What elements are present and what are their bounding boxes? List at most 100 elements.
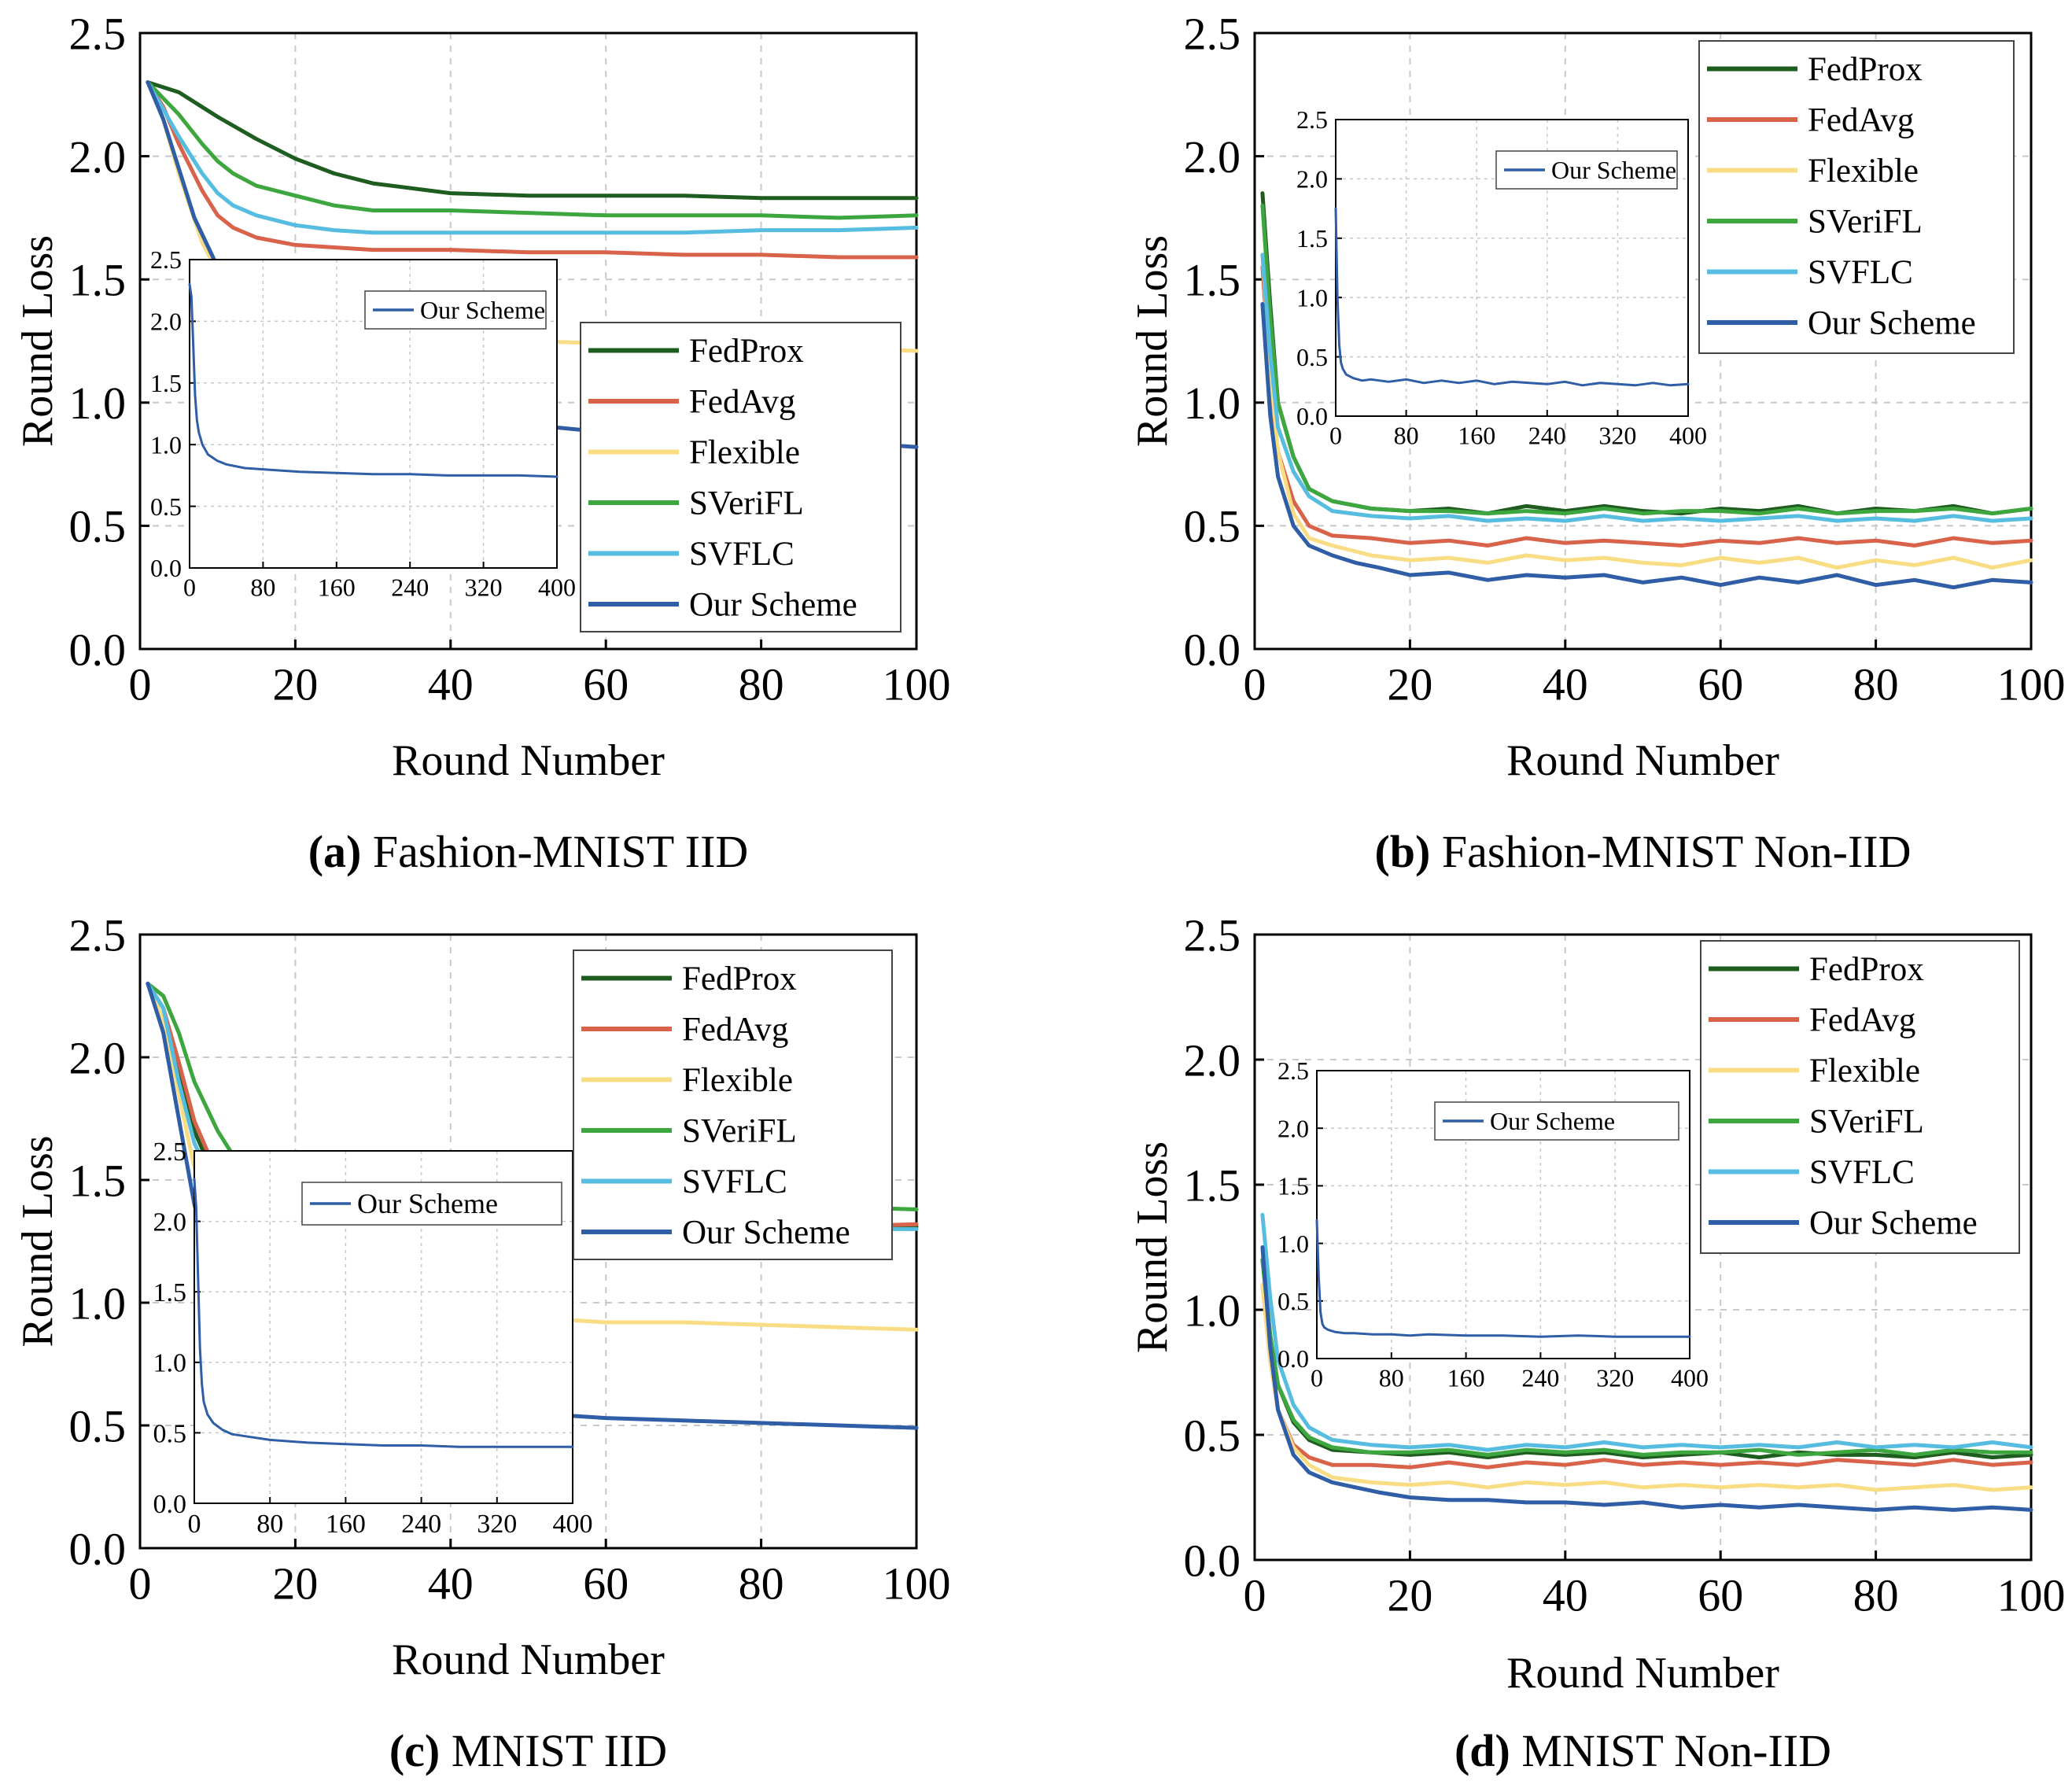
panel-b-caption-prefix: (b) (1374, 826, 1430, 877)
panel-c-xlabel: Round Number (392, 1635, 665, 1684)
panel-a-legend-label: SVFLC (689, 536, 795, 573)
panel-a-xtick-label: 40 (428, 658, 474, 710)
panel-c-inset-xtick-label: 80 (256, 1510, 283, 1539)
panel-b-xtick-label: 60 (1698, 658, 1743, 710)
panel-a-inset: 0 80 160 240 320 400 0.0 0.5 1.0 1.5 2.0 2.5 Our Sch… (150, 245, 576, 601)
panel-d-ytick-label: 2.0 (1184, 1034, 1241, 1086)
panel-c-inset-xtick-label: 400 (553, 1510, 593, 1539)
panel-c-ytick-label: 1.5 (69, 1155, 127, 1206)
panel-d-legend-label: FedAvg (1809, 1002, 1915, 1039)
panel-b-inset-xtick-label: 0 (1329, 422, 1342, 450)
panel-c-legend-label: FedAvg (682, 1012, 788, 1049)
panel-b-series-svflc (1260, 253, 2033, 523)
panel-a-series-fedprox (146, 80, 919, 201)
panel-d-series-our-scheme (1260, 1245, 2033, 1512)
panel-d-inset: 0 80 160 240 320 400 0.0 0.5 1.0 1.5 2.0 2.5 Our Sch… (1277, 1056, 1709, 1392)
panel-d-inset-ytick-label: 2.0 (1277, 1114, 1309, 1142)
panel-c-ylabel: Round Loss (13, 1135, 62, 1347)
panel-c-inset-ytick-label: 1.5 (153, 1278, 187, 1307)
panel-d-inset-ytick-label: 2.5 (1277, 1056, 1309, 1085)
panel-b-legend-label: Flexible (1808, 153, 1919, 190)
panel-a-legend-label: SVeriFL (689, 485, 804, 522)
panel-b-caption-text: Fashion-MNIST Non-IID (1430, 826, 1911, 877)
panel-d-xtick-label: 100 (1997, 1569, 2066, 1621)
panel-c-ytick-label: 0.0 (69, 1523, 127, 1574)
panel-a-inset-xtick-label: 160 (318, 573, 356, 602)
panel-a-inset-ytick-label: 2.0 (150, 308, 182, 336)
panel-c-xtick-label: 60 (583, 1558, 629, 1609)
panel-b-xtick-label: 0 (1244, 658, 1266, 710)
panel-d-xtick-label: 40 (1543, 1569, 1588, 1621)
panel-d-legend-label: Our Scheme (1809, 1205, 1978, 1242)
panel-b-xtick-label: 40 (1543, 658, 1588, 710)
panel-a-ytick-label: 1.0 (69, 378, 127, 429)
panel-d-series-svflc (1260, 1212, 2033, 1452)
panel-d-series-flexible (1260, 1282, 2033, 1492)
panel-a-inset-ytick-label: 2.5 (150, 245, 182, 274)
panel-a-legend-label: Our Scheme (689, 587, 857, 624)
panel-b-series-sverifl (1260, 203, 2033, 516)
panel-b-legend-label: FedAvg (1808, 102, 1914, 139)
panel-d-legend-label: SVeriFL (1809, 1104, 1924, 1141)
panel-a-caption-prefix: (a) (308, 826, 362, 877)
panel-d-ytick-label: 2.5 (1184, 909, 1241, 961)
panel-d-inset-series (1315, 1219, 1691, 1338)
panel-a-legend-box (580, 322, 901, 632)
panel-d-frame (1253, 933, 2033, 1562)
panel-d-legend-label: SVFLC (1809, 1154, 1915, 1191)
panel-a-ytick-label: 0.0 (69, 624, 127, 675)
panel-d-caption-prefix: (d) (1454, 1725, 1510, 1776)
panel-b-ylabel: Round Loss (1128, 235, 1177, 447)
panel-b-series-our-scheme (1260, 302, 2033, 590)
panel-b-series-flexible (1260, 253, 2033, 570)
panel-a-series-svflc (146, 80, 919, 235)
panel-c-inset-ytick-label: 2.0 (153, 1208, 187, 1237)
panel-a-caption: (a) Fashion-MNIST IID (308, 826, 749, 877)
panel-d-inset-ytick-label: 1.5 (1277, 1172, 1309, 1200)
panel-b-inset-ytick-label: 1.5 (1296, 224, 1328, 253)
panel-d-inset-ytick-label: 0.5 (1277, 1287, 1309, 1315)
panel-a-xtick-label: 0 (129, 658, 152, 710)
panel-a-inset-frame (189, 259, 558, 569)
panel-b-xtick-label: 80 (1853, 658, 1899, 710)
panel-a-series-fedavg (146, 80, 919, 260)
panel-c-inset-xtick-label: 160 (326, 1510, 366, 1539)
panel-a: 0 20 40 60 80 100 0.0 0.5 1.0 1.5 2.0 2.5 Round Numb… (13, 8, 951, 877)
panel-b-inset-xtick-label: 320 (1598, 422, 1636, 450)
panel-d-xtick-label: 0 (1244, 1569, 1266, 1621)
panel-a-frame (138, 31, 918, 651)
panel-a-inset-legend-label: Our Scheme (420, 296, 545, 324)
panel-c-caption: (c) MNIST IID (389, 1725, 667, 1776)
panel-b-ytick-label: 2.0 (1184, 131, 1241, 183)
panel-d-series-fedavg (1260, 1282, 2033, 1469)
panel-b-ytick-label: 1.5 (1184, 255, 1241, 306)
panel-d: 0 20 40 60 80 100 0.0 0.5 1.0 1.5 2.0 2.5 Round Numb… (1128, 909, 2066, 1776)
panel-b-frame (1253, 31, 2033, 651)
panel-b-legend-label: SVeriFL (1808, 204, 1923, 241)
panel-c-inset-xtick-label: 240 (401, 1510, 441, 1539)
panel-a-inset-ytick-label: 1.0 (150, 430, 182, 459)
panel-a-legend: FedProx FedAvg Flexible SVeriFL SVFLC Our Sch… (580, 322, 901, 632)
panel-b-inset-ytick-label: 2.0 (1296, 165, 1328, 194)
panel-c-xtick-label: 40 (428, 1558, 474, 1609)
panel-c-legend-label: Our Scheme (682, 1215, 850, 1252)
panel-c-inset-ytick-label: 1.0 (153, 1349, 187, 1378)
panel-d-caption-text: MNIST Non-IID (1510, 1725, 1831, 1776)
panel-d-legend: FedProx FedAvg Flexible SVeriFL SVFLC Our Sch… (1700, 940, 2020, 1254)
panel-a-ylabel: Round Loss (13, 235, 62, 447)
panel-b-inset-xtick-label: 240 (1528, 422, 1566, 450)
panel-a-xtick-label: 80 (739, 658, 784, 710)
panel-b-inset-ytick-label: 0.0 (1296, 402, 1328, 430)
panel-a-inset-xtick-label: 240 (391, 573, 429, 602)
panel-a-inset-xtick-label: 320 (465, 573, 503, 602)
panel-d-inset-ytick-label: 1.0 (1277, 1230, 1309, 1258)
panel-d-xtick-label: 20 (1387, 1569, 1432, 1621)
panel-d-inset-xtick-label: 160 (1447, 1364, 1485, 1392)
panel-b-legend-label: SVFLC (1808, 254, 1913, 291)
panel-d-inset-xtick-label: 400 (1671, 1364, 1709, 1392)
panel-c-inset-ytick-label: 2.5 (153, 1138, 187, 1167)
panel-d-ytick-label: 0.5 (1184, 1410, 1241, 1461)
panel-c-legend-label: SVFLC (682, 1163, 787, 1200)
panel-d-legend-label: Flexible (1809, 1053, 1920, 1090)
panel-a-inset-ytick-label: 0.0 (150, 554, 182, 582)
